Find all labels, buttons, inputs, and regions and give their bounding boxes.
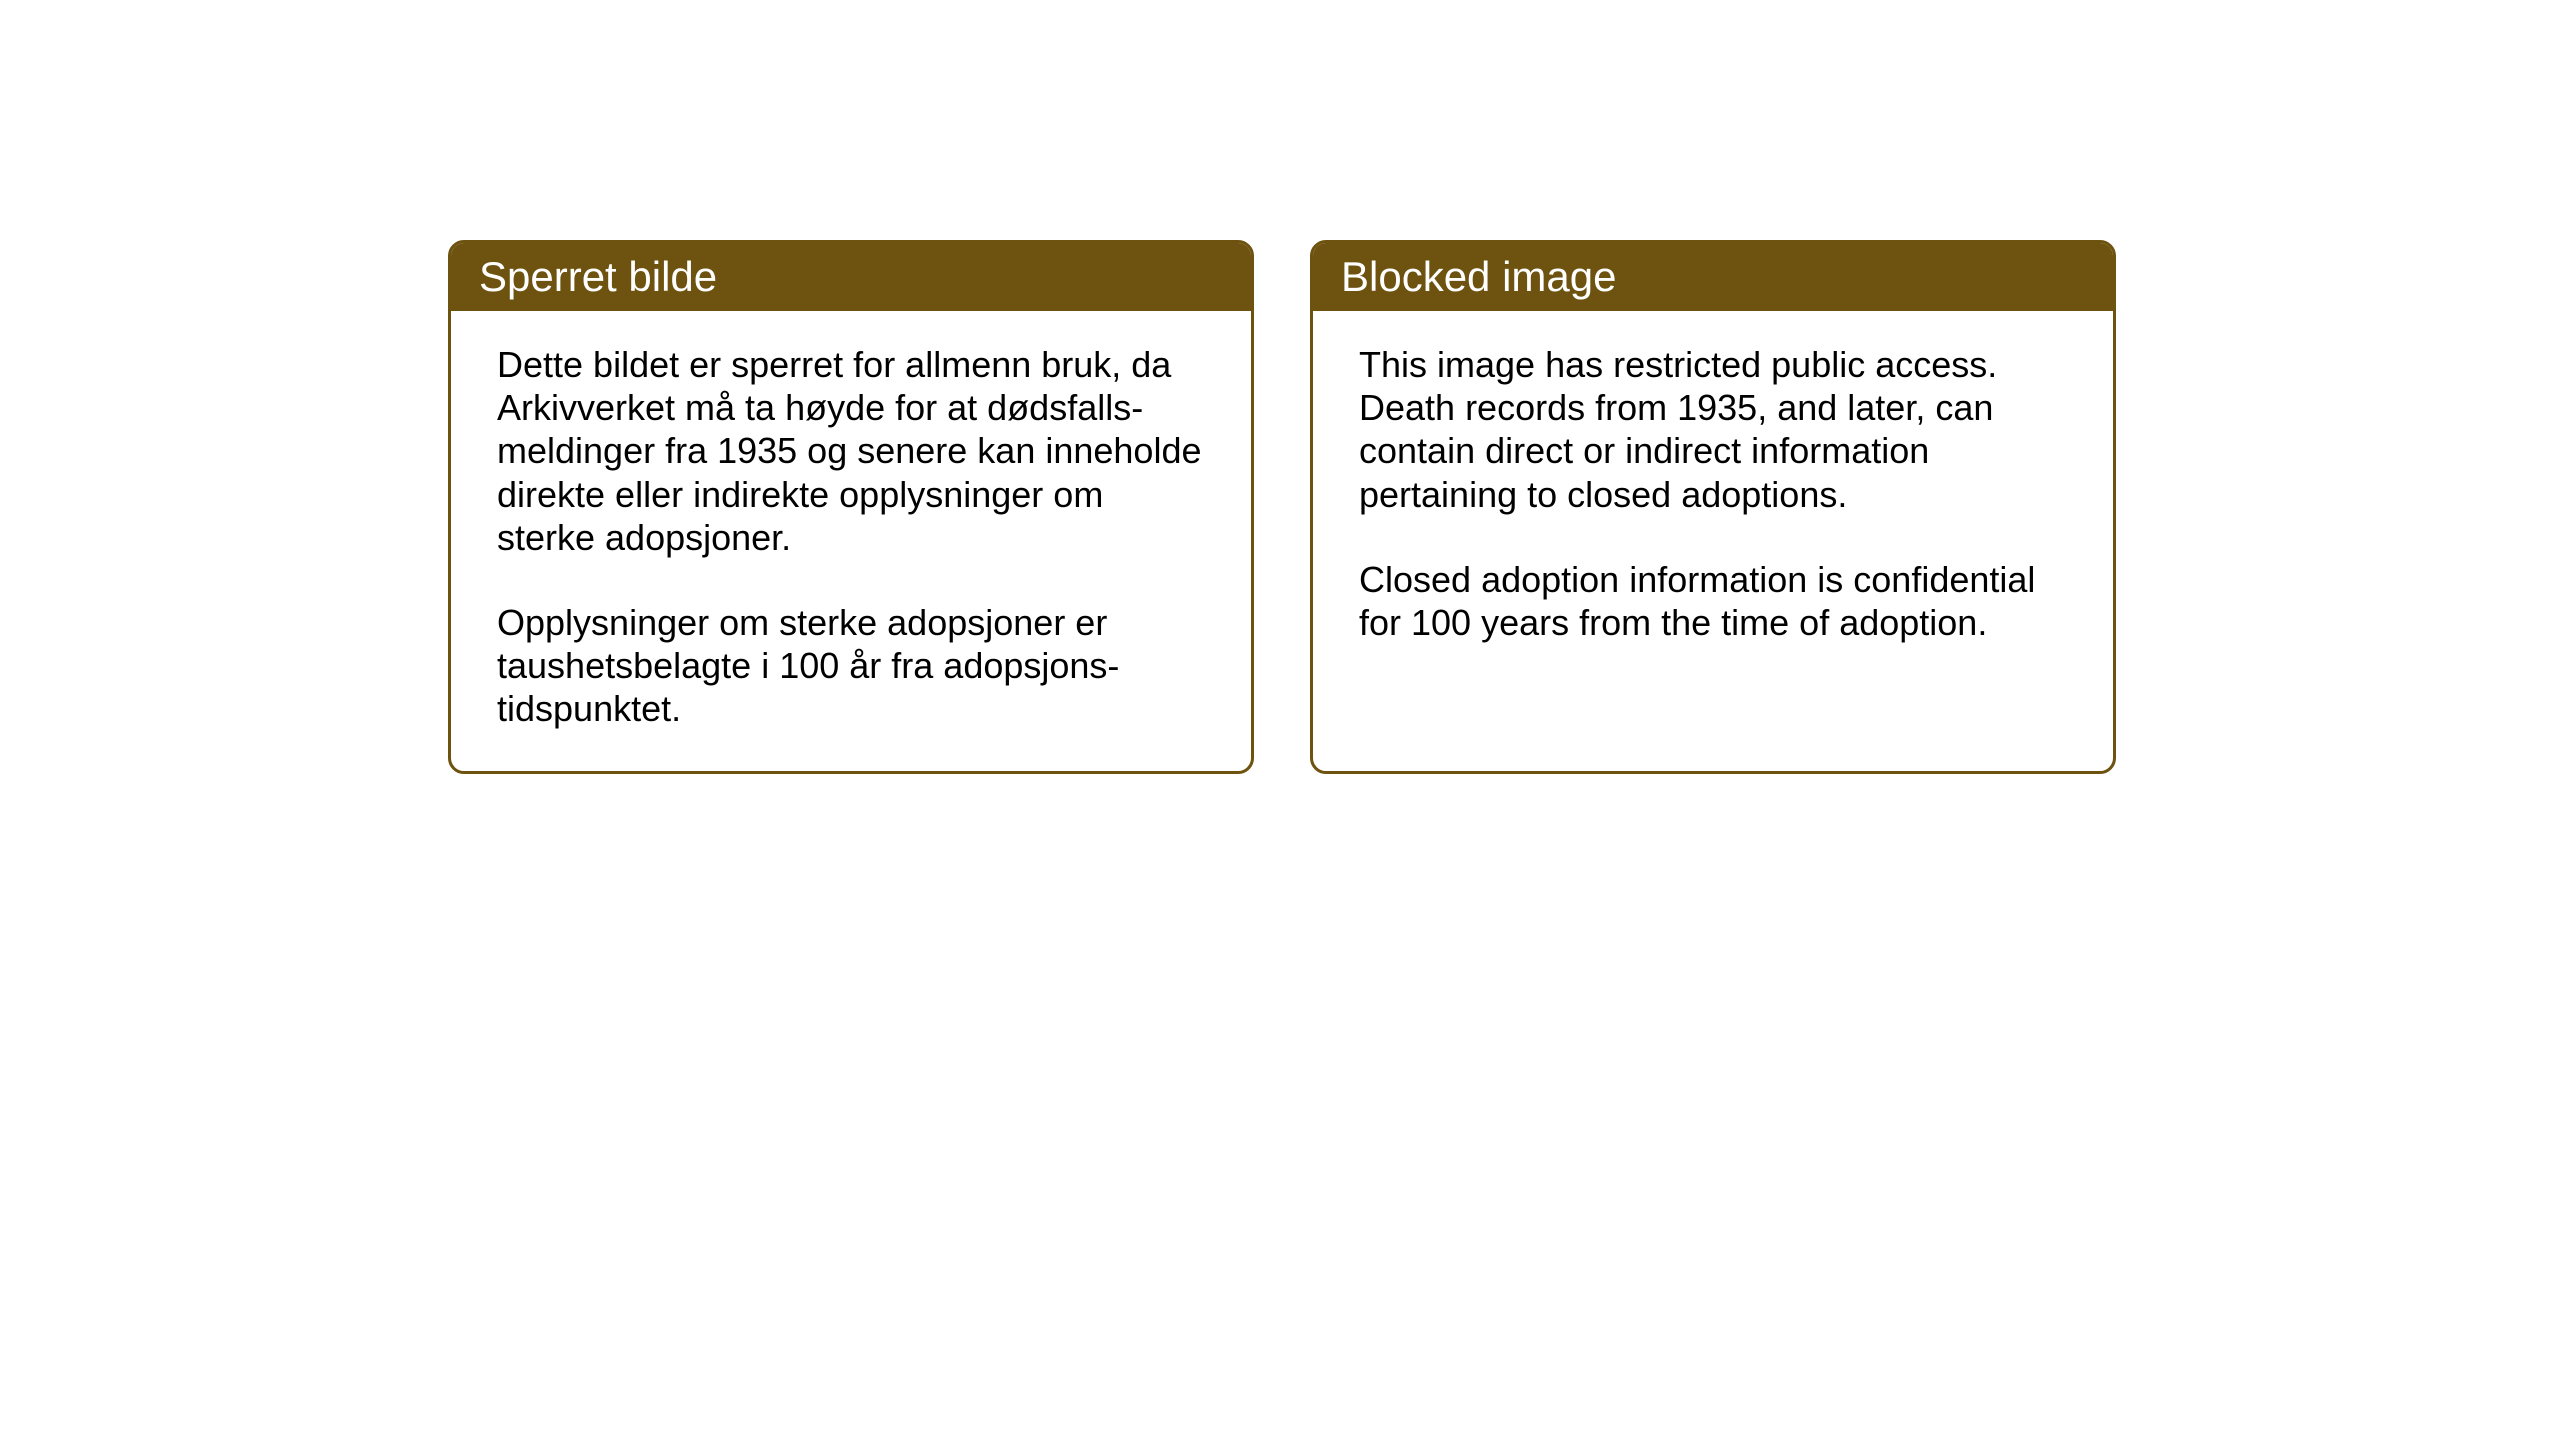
card-english: Blocked image This image has restricted … (1310, 240, 2116, 774)
card-norwegian: Sperret bilde Dette bildet er sperret fo… (448, 240, 1254, 774)
card-english-paragraph-1: This image has restricted public access.… (1359, 343, 2067, 516)
card-english-title: Blocked image (1313, 243, 2113, 311)
card-norwegian-title: Sperret bilde (451, 243, 1251, 311)
card-english-paragraph-2: Closed adoption information is confident… (1359, 558, 2067, 644)
cards-container: Sperret bilde Dette bildet er sperret fo… (448, 240, 2116, 774)
card-english-body: This image has restricted public access.… (1313, 311, 2113, 684)
card-norwegian-paragraph-2: Opplysninger om sterke adopsjoner er tau… (497, 601, 1205, 731)
card-norwegian-paragraph-1: Dette bildet er sperret for allmenn bruk… (497, 343, 1205, 559)
card-norwegian-body: Dette bildet er sperret for allmenn bruk… (451, 311, 1251, 771)
